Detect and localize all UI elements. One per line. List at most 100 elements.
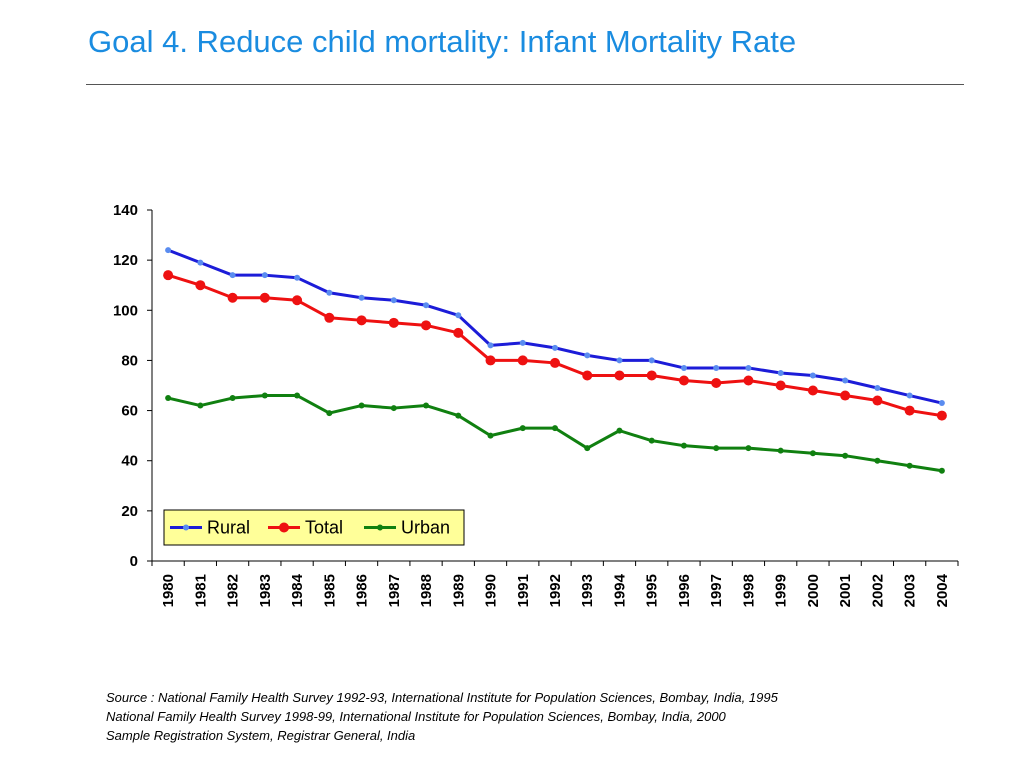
data-point-urban (165, 395, 172, 402)
x-tick-label: 1981 (192, 574, 209, 607)
data-point-urban (197, 402, 204, 409)
x-tick-label: 1995 (644, 574, 661, 607)
data-point-total (775, 380, 786, 391)
data-point-rural (713, 364, 720, 371)
data-point-rural (294, 274, 301, 281)
y-tick-label: 140 (113, 202, 138, 219)
source-line-1: Source : National Family Health Survey 1… (106, 690, 778, 705)
data-point-total (485, 355, 496, 366)
data-point-rural (229, 272, 236, 279)
x-tick-label: 1989 (450, 574, 467, 607)
data-point-urban (777, 447, 784, 454)
source-line-3: Sample Registration System, Registrar Ge… (106, 728, 416, 743)
data-point-rural (455, 312, 462, 319)
data-point-total (550, 357, 560, 368)
data-point-rural (842, 377, 849, 384)
series-line-rural (167, 248, 943, 405)
data-point-total (517, 355, 528, 366)
y-tick-label: 80 (121, 352, 138, 369)
data-point-total (227, 292, 238, 303)
data-point-total (388, 317, 399, 328)
data-point-total (840, 390, 851, 401)
x-tick-label: 1992 (547, 574, 564, 607)
y-tick-label: 0 (130, 553, 138, 570)
data-point-rural (519, 339, 526, 346)
source-line-2: National Family Health Survey 1998-99, I… (106, 709, 726, 724)
data-point-rural (648, 357, 655, 364)
data-point-urban (326, 410, 333, 417)
data-point-total (904, 405, 915, 416)
data-point-total (872, 395, 883, 406)
data-point-total (646, 370, 657, 381)
data-point-rural (616, 357, 623, 364)
data-point-urban (616, 427, 623, 434)
x-tick-label: 1988 (418, 574, 435, 607)
data-point-urban (552, 425, 558, 432)
x-tick-label: 1998 (740, 574, 757, 607)
x-tick-label: 1980 (160, 574, 177, 607)
data-point-rural (680, 364, 687, 371)
y-tick-label: 40 (121, 453, 138, 470)
data-point-rural (390, 297, 397, 304)
x-tick-label: 1983 (257, 574, 274, 607)
data-point-urban (745, 445, 752, 452)
source-note: Source : National Family Health Survey 1… (106, 688, 778, 745)
data-point-rural (809, 372, 816, 379)
data-point-rural (938, 400, 945, 407)
data-point-urban (229, 395, 236, 402)
data-point-urban (294, 392, 301, 399)
data-point-total (163, 270, 174, 281)
data-point-rural (745, 364, 752, 371)
x-tick-label: 2004 (934, 573, 951, 607)
x-tick-label: 1993 (579, 574, 596, 607)
legend-swatch-marker-urban (377, 524, 383, 531)
x-tick-label: 1996 (676, 574, 693, 607)
series-line-urban (167, 394, 943, 473)
data-point-rural (165, 247, 172, 254)
data-point-total (453, 327, 464, 338)
data-point-rural (584, 352, 591, 359)
data-point-total (614, 370, 625, 381)
data-point-urban (390, 405, 397, 412)
data-point-total (711, 377, 722, 388)
x-tick-label: 1984 (289, 573, 306, 607)
x-tick-label: 1997 (708, 574, 725, 607)
data-point-urban (680, 442, 687, 449)
x-tick-label: 1986 (354, 574, 371, 607)
x-tick-label: 1990 (483, 574, 500, 607)
series-lines (163, 247, 947, 474)
data-point-urban (938, 467, 945, 474)
data-point-total (324, 312, 335, 323)
x-tick-label: 2001 (837, 574, 854, 607)
data-point-urban (648, 437, 655, 444)
data-point-rural (552, 344, 558, 351)
title-divider (86, 84, 964, 85)
x-tick-label: 2003 (902, 574, 919, 607)
data-point-urban (842, 452, 849, 459)
data-point-rural (261, 272, 268, 279)
data-point-rural (487, 342, 494, 349)
x-tick-label: 1994 (611, 573, 628, 607)
y-tick-label: 20 (121, 503, 138, 520)
data-point-rural (326, 289, 333, 296)
y-axis-ticks: 0 20 40 60 80 100 120 140 (113, 202, 152, 570)
data-point-total (421, 320, 432, 331)
chart-axes (151, 210, 958, 562)
legend-swatch-marker-rural (183, 524, 189, 531)
data-point-urban (423, 402, 430, 409)
data-point-urban (261, 392, 268, 399)
data-point-total (259, 292, 270, 303)
data-point-total (356, 315, 367, 326)
legend-label-urban: Urban (401, 518, 450, 538)
legend-swatch-marker-total (279, 522, 289, 533)
legend-label-total: Total (305, 518, 343, 538)
x-tick-label: 1985 (321, 574, 338, 607)
x-tick-label: 1982 (225, 574, 242, 607)
data-point-urban (713, 445, 720, 452)
data-point-urban (358, 402, 365, 409)
data-point-total (678, 375, 689, 386)
data-point-rural (197, 259, 204, 266)
data-point-total (582, 370, 593, 381)
legend-box (163, 509, 465, 546)
